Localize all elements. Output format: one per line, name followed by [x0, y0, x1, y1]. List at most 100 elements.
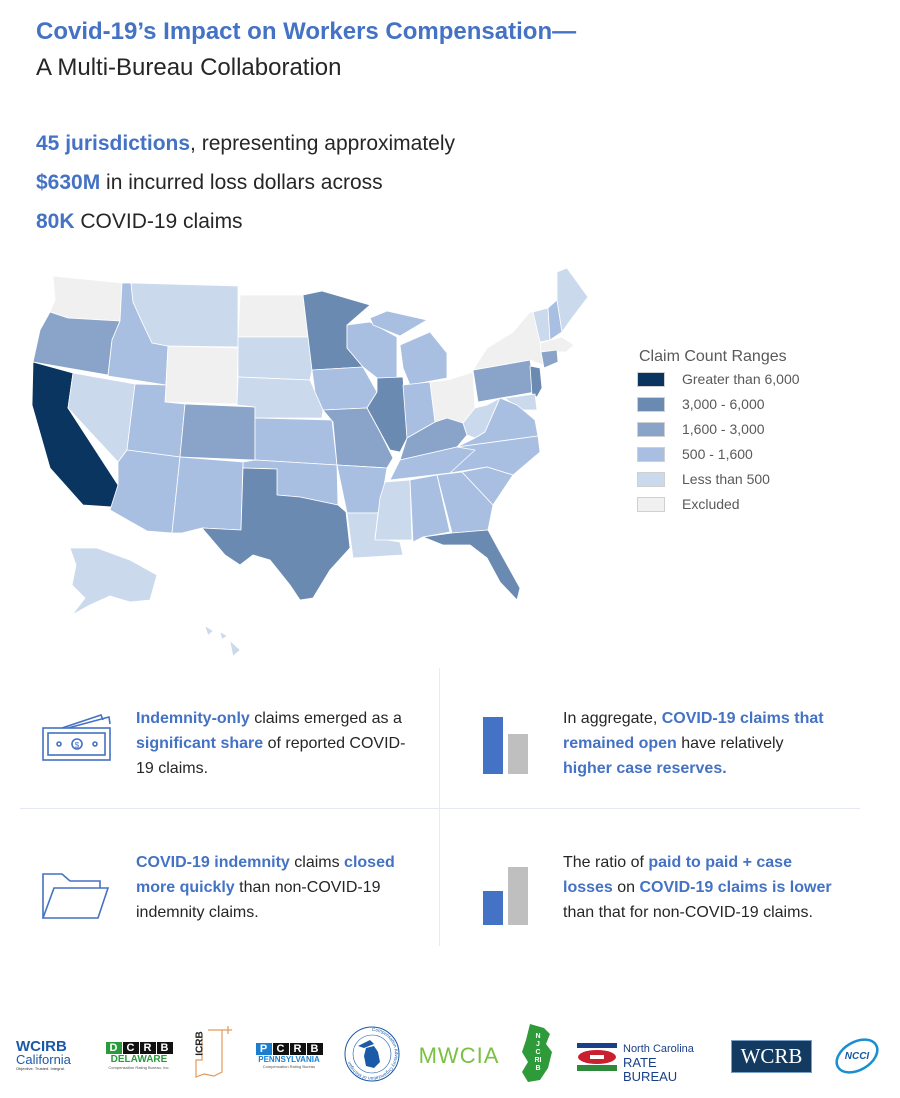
finding-highlight: paid to paid + case losses [563, 854, 792, 896]
finding-highlight: closed more quickly [136, 854, 395, 896]
state-co [179, 403, 256, 461]
state-va [456, 397, 539, 448]
bar-chart-icon-paid-ratio [483, 867, 528, 925]
legend-item: Greater than 6,000 [637, 371, 800, 387]
state-hi [229, 640, 241, 657]
state-al [409, 474, 451, 543]
legend-label: Excluded [682, 496, 740, 512]
finding-text: claims emerged as a [249, 710, 402, 727]
finding-text: of reported COVID-19 claims. [136, 735, 406, 777]
michigan-seal: Compensation Advisory Organization of Mi… [344, 1026, 400, 1082]
state-ia [311, 366, 378, 411]
stat-highlight: 80K [36, 210, 75, 233]
logo-mwcia: MWCIA [418, 1043, 500, 1068]
finding-highlight: higher case reserves. [563, 760, 727, 777]
stat-jurisdictions: 45 jurisdictions, representing approxima… [36, 132, 455, 156]
money-icon: $ [42, 714, 111, 761]
finding-text: In aggregate, [563, 710, 662, 727]
legend-item: Excluded [637, 496, 740, 512]
legend-label: Less than 500 [682, 471, 770, 487]
finding-text: have relatively [676, 735, 784, 752]
state-hi [204, 625, 214, 636]
state-mt [130, 282, 239, 348]
finding-text: The ratio of [563, 854, 649, 871]
stat-claims: 80K COVID-19 claims [36, 210, 243, 234]
legend-swatch [637, 371, 665, 387]
logo-njcrib: NJCRIB [518, 1022, 558, 1084]
state-me [556, 267, 589, 333]
finding-open-reserves: In aggregate, COVID-19 claims that remai… [563, 706, 833, 781]
state-az [109, 449, 181, 534]
state-ga [436, 471, 494, 534]
legend-swatch [637, 496, 665, 512]
us-claims-map [31, 267, 589, 657]
state-ny [472, 311, 544, 371]
finding-highlight: COVID-19 indemnity [136, 854, 290, 871]
state-ne [236, 376, 324, 419]
page-subtitle: A Multi-Bureau Collaboration [36, 54, 342, 81]
state-hi [219, 631, 228, 640]
stat-highlight: 45 jurisdictions [36, 132, 191, 155]
state-tn [389, 446, 476, 481]
logo-wcirb: WCIRB California Objective. Trusted. Int… [16, 1038, 71, 1071]
finding-highlight: COVID-19 claims that remained open [563, 710, 824, 752]
legend-swatch [637, 396, 665, 412]
finding-paid-ratio: The ratio of paid to paid + case losses … [563, 850, 833, 925]
finding-closed-quickly: COVID-19 indemnity claims closed more qu… [136, 850, 406, 925]
legend-item: 3,000 - 6,000 [637, 396, 765, 412]
state-mi [399, 331, 448, 386]
state-miu [369, 310, 428, 337]
logo-pcrb: P C R B PENNSYLVANIA Compensation Rating… [254, 1038, 324, 1074]
state-ma [539, 336, 575, 353]
page-title: Covid-19’s Impact on Workers Compensatio… [36, 18, 577, 45]
legend-swatch [637, 421, 665, 437]
finding-text: than non-COVID-19 indemnity claims. [136, 879, 381, 921]
stat-loss-dollars: $630M in incurred loss dollars across [36, 171, 383, 195]
state-mo [322, 407, 394, 469]
finding-highlight: Indemnity-only [136, 710, 250, 727]
legend-title: Claim Count Ranges [639, 348, 787, 365]
divider-horizontal [20, 808, 860, 809]
state-wy [164, 345, 239, 405]
legend-item: 1,600 - 3,000 [637, 421, 765, 437]
stat-text: in incurred loss dollars across [100, 171, 383, 194]
legend-item: Less than 500 [637, 471, 770, 487]
legend-label: 1,600 - 3,000 [682, 421, 765, 437]
svg-text:$: $ [75, 741, 80, 750]
folder-icon [41, 873, 110, 919]
legend-item: 500 - 1,600 [637, 446, 753, 462]
logo-nc-rate-bureau: North Carolina RATE BUREAU [577, 1042, 712, 1084]
finding-text: than that for non-COVID-19 claims. [563, 904, 813, 921]
stat-text: , representing approximately [190, 132, 456, 155]
logo-ncci: NCCI [832, 1034, 882, 1078]
finding-text: on [612, 879, 640, 896]
legend-swatch [637, 446, 665, 462]
logo-dcrb: D C R B DELAWARE Compensation Rating Bur… [104, 1038, 174, 1074]
state-nm [171, 456, 244, 534]
stat-text: COVID-19 claims [74, 210, 243, 233]
state-sd [237, 336, 313, 381]
state-tx [201, 467, 351, 601]
state-wa [49, 275, 123, 322]
legend-label: Greater than 6,000 [682, 371, 800, 387]
divider-vertical [439, 668, 440, 946]
finding-highlight: COVID-19 claims is lower [639, 879, 832, 896]
logo-icrb: ICRB [190, 1024, 235, 1080]
state-ms [374, 479, 413, 541]
finding-highlight: significant share [136, 735, 264, 752]
state-sc [461, 466, 514, 506]
finding-text: claims [289, 854, 345, 871]
logo-michigan: Compensation Advisory Organization of Mi… [344, 1026, 400, 1082]
state-nd [237, 294, 309, 338]
legend-swatch [637, 471, 665, 487]
state-ks [254, 417, 338, 466]
legend-label: 500 - 1,600 [682, 446, 753, 462]
state-ak [69, 547, 158, 616]
state-nj [529, 365, 543, 398]
state-fl [422, 529, 521, 601]
logo-wcrb: WCRB [731, 1040, 812, 1073]
stat-highlight: $630M [36, 171, 101, 194]
bar-chart-icon-open-reserves [483, 717, 528, 774]
legend-label: 3,000 - 6,000 [682, 396, 765, 412]
finding-indemnity-only: Indemnity-only claims emerged as a signi… [136, 706, 406, 781]
